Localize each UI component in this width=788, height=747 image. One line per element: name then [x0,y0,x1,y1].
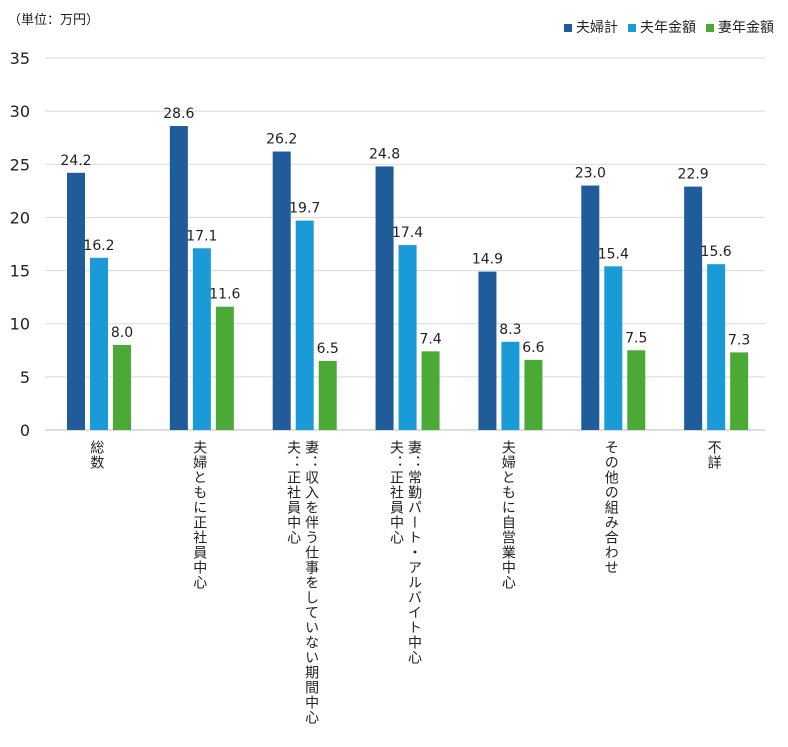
legend-item: 夫婦計 [564,17,618,37]
data-label: 8.3 [499,322,521,338]
y-tick-label: 30 [10,102,30,121]
unit-label: （単位：万円） [8,13,100,28]
y-tick-label: 15 [10,262,30,281]
bar [478,271,497,430]
legend-item: 妻年金額 [706,17,774,37]
legend-swatch [628,24,636,32]
x-tick-label: 夫婦ともに自営業中心 [499,440,516,590]
legend-label: 妻年金額 [718,20,774,36]
data-label: 7.4 [419,331,441,347]
legend-label: 夫年金額 [640,20,696,36]
bar [295,220,314,430]
legend-label: 夫婦計 [576,20,618,36]
data-label: 23.0 [575,166,606,182]
bar [113,344,131,430]
bar [627,350,646,430]
bar [581,185,600,430]
y-tick-label: 0 [20,421,30,440]
bar [375,166,394,430]
data-label: 24.8 [369,146,400,162]
y-tick-label: 20 [10,208,30,227]
bar [90,257,108,430]
bar [524,359,543,430]
legend: 夫婦計 夫年金額 妻年金額 [564,17,774,37]
bar [318,360,337,430]
data-label: 17.1 [186,228,217,244]
legend-swatch [706,24,714,32]
bar [169,126,188,430]
x-tick-label: 不詳 [705,440,722,470]
x-tick-label: 夫婦ともに正社員中心 [191,440,208,590]
bar [421,351,440,430]
x-tick-label: その他の組み合わせ [602,440,619,575]
data-label: 14.9 [472,252,503,268]
bar [604,266,623,430]
bar [215,306,234,430]
bar [501,341,520,430]
data-label: 19.7 [289,201,320,217]
data-label: 28.6 [163,106,194,122]
bar [67,172,85,430]
bar [272,151,291,430]
bar [684,186,703,430]
bar [398,245,417,430]
y-tick-label: 25 [10,155,30,174]
data-label: 7.3 [728,332,750,348]
legend-swatch [564,24,572,32]
legend-item: 夫年金額 [628,17,696,37]
data-label: 11.6 [209,287,240,303]
bar [730,352,749,430]
data-label: 16.2 [83,238,114,254]
data-label: 24.2 [60,153,91,169]
x-tick-label: 妻：収入を伴う仕事をしていない期間中心 夫：正社員中心 [285,440,320,725]
y-tick-label: 10 [10,315,30,334]
data-label: 15.4 [598,246,629,262]
y-tick-label: 35 [10,49,30,68]
data-label: 7.5 [625,330,647,346]
x-tick-label: 総数 [88,440,105,470]
data-label: 17.4 [392,225,423,241]
data-label: 8.0 [111,325,133,341]
data-label: 15.6 [701,244,732,260]
bar [707,264,726,430]
y-tick-label: 5 [20,368,30,387]
bar [192,248,211,430]
data-label: 26.2 [266,132,297,148]
data-label: 22.9 [678,167,709,183]
data-label: 6.6 [522,340,544,356]
data-label: 6.5 [317,341,339,357]
x-tick-label: 妻：常勤パート・アルバイト中心 夫：正社員中心 [388,440,422,665]
